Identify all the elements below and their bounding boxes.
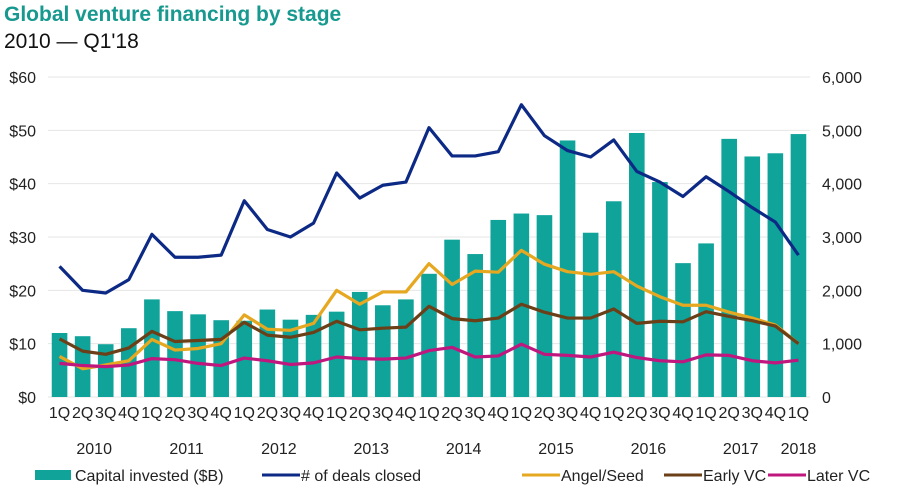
- chart-subtitle: 2010 — Q1'18: [4, 30, 139, 53]
- x-year-label: 2016: [631, 441, 667, 458]
- bar: [536, 215, 553, 397]
- y-left-tick-label: $40: [9, 177, 36, 194]
- x-tick-label: 3Q: [95, 405, 116, 422]
- x-year-label: 2013: [353, 441, 389, 458]
- x-tick-label: 4Q: [580, 405, 601, 422]
- x-year-label: 2010: [76, 441, 112, 458]
- x-tick-label: 4Q: [672, 405, 693, 422]
- x-tick-label: 1Q: [418, 405, 439, 422]
- legend-label: # of deals closed: [301, 468, 421, 485]
- x-tick-label: 2Q: [72, 405, 93, 422]
- x-tick-label: 2Q: [626, 405, 647, 422]
- x-tick-label: 4Q: [303, 405, 324, 422]
- x-tick-label: 1Q: [603, 405, 624, 422]
- y-left-tick-label: $10: [9, 337, 36, 354]
- series-line-later-vc: [59, 342, 799, 369]
- series-line-angel-seed: [58, 248, 800, 371]
- bar: [652, 182, 668, 397]
- x-tick-label: 3Q: [187, 405, 208, 422]
- x-year-label: 2012: [261, 441, 297, 458]
- bar: [328, 311, 345, 397]
- x-tick-label: 3Q: [465, 405, 486, 422]
- x-tick-label: 2Q: [441, 405, 462, 422]
- y-right-tick-label: 2,000: [822, 283, 862, 300]
- x-year-label: 2015: [538, 441, 574, 458]
- bar: [629, 133, 645, 397]
- bar: [305, 314, 322, 397]
- y-left-tick-label: $60: [9, 70, 36, 87]
- x-tick-label: 3Q: [742, 405, 763, 422]
- bar: [398, 299, 414, 397]
- bar: [421, 273, 437, 397]
- x-tick-label: 1Q: [234, 405, 255, 422]
- y-left-tick-label: $0: [18, 390, 36, 407]
- y-left-tick-label: $30: [9, 230, 36, 247]
- bar: [675, 263, 691, 397]
- x-year-label: 2014: [446, 441, 482, 458]
- x-year-label: 2018: [781, 441, 817, 458]
- x-tick-label: 1Q: [788, 405, 809, 422]
- bar: [144, 299, 160, 397]
- x-tick-label: 2Q: [534, 405, 555, 422]
- bar: [767, 153, 784, 397]
- x-tick-label: 1Q: [141, 405, 162, 422]
- y-right-tick-label: 0: [822, 390, 831, 407]
- legend-label: Later VC: [807, 468, 870, 485]
- x-tick-label: 3Q: [280, 405, 301, 422]
- y-right-tick-label: 6,000: [822, 70, 862, 87]
- bar: [259, 309, 276, 397]
- x-year-label: 2017: [723, 441, 759, 458]
- legend-label: Early VC: [703, 468, 766, 485]
- x-tick-label: 1Q: [49, 405, 70, 422]
- x-tick-label: 2Q: [164, 405, 185, 422]
- bar: [351, 291, 368, 397]
- x-tick-label: 1Q: [326, 405, 347, 422]
- y-right-tick-label: 5,000: [822, 123, 862, 140]
- bar: [790, 134, 807, 398]
- x-tick-label: 2Q: [257, 405, 278, 422]
- bar: [490, 219, 507, 397]
- x-tick-label: 4Q: [211, 405, 232, 422]
- x-tick-label: 2Q: [349, 405, 370, 422]
- x-tick-label: 3Q: [372, 405, 393, 422]
- legend-label: Capital invested ($B): [75, 468, 224, 485]
- x-tick-label: 4Q: [488, 405, 509, 422]
- bar: [97, 344, 114, 397]
- bar: [190, 314, 206, 397]
- x-year-label: 2011: [169, 441, 204, 458]
- bar: [213, 320, 229, 397]
- x-tick-label: 1Q: [511, 405, 532, 422]
- y-right-tick-label: 4,000: [822, 177, 862, 194]
- bar: [375, 305, 391, 397]
- x-tick-label: 3Q: [649, 405, 670, 422]
- x-tick-label: 4Q: [118, 405, 139, 422]
- chart-title: Global venture financing by stage: [4, 3, 342, 26]
- bar: [605, 201, 622, 397]
- y-left-tick-label: $20: [9, 283, 36, 300]
- legend-label: Angel/Seed: [561, 468, 644, 485]
- bar: [467, 254, 483, 397]
- bar: [744, 156, 761, 397]
- bar: [721, 138, 737, 397]
- series-line-early-vc: [58, 302, 800, 356]
- x-tick-label: 3Q: [557, 405, 578, 422]
- x-tick-label: 4Q: [395, 405, 416, 422]
- y-right-tick-label: 3,000: [822, 230, 862, 247]
- bar: [698, 243, 714, 397]
- x-tick-label: 4Q: [765, 405, 786, 422]
- bar: [282, 319, 299, 397]
- y-right-tick-label: 1,000: [822, 337, 862, 354]
- x-tick-label: 1Q: [695, 405, 716, 422]
- x-tick-label: 2Q: [719, 405, 740, 422]
- bar: [167, 311, 183, 397]
- y-left-tick-label: $50: [9, 123, 36, 140]
- legend-swatch: [35, 470, 71, 480]
- series-line--of-deals-closed: [58, 103, 800, 295]
- bar: [559, 140, 576, 397]
